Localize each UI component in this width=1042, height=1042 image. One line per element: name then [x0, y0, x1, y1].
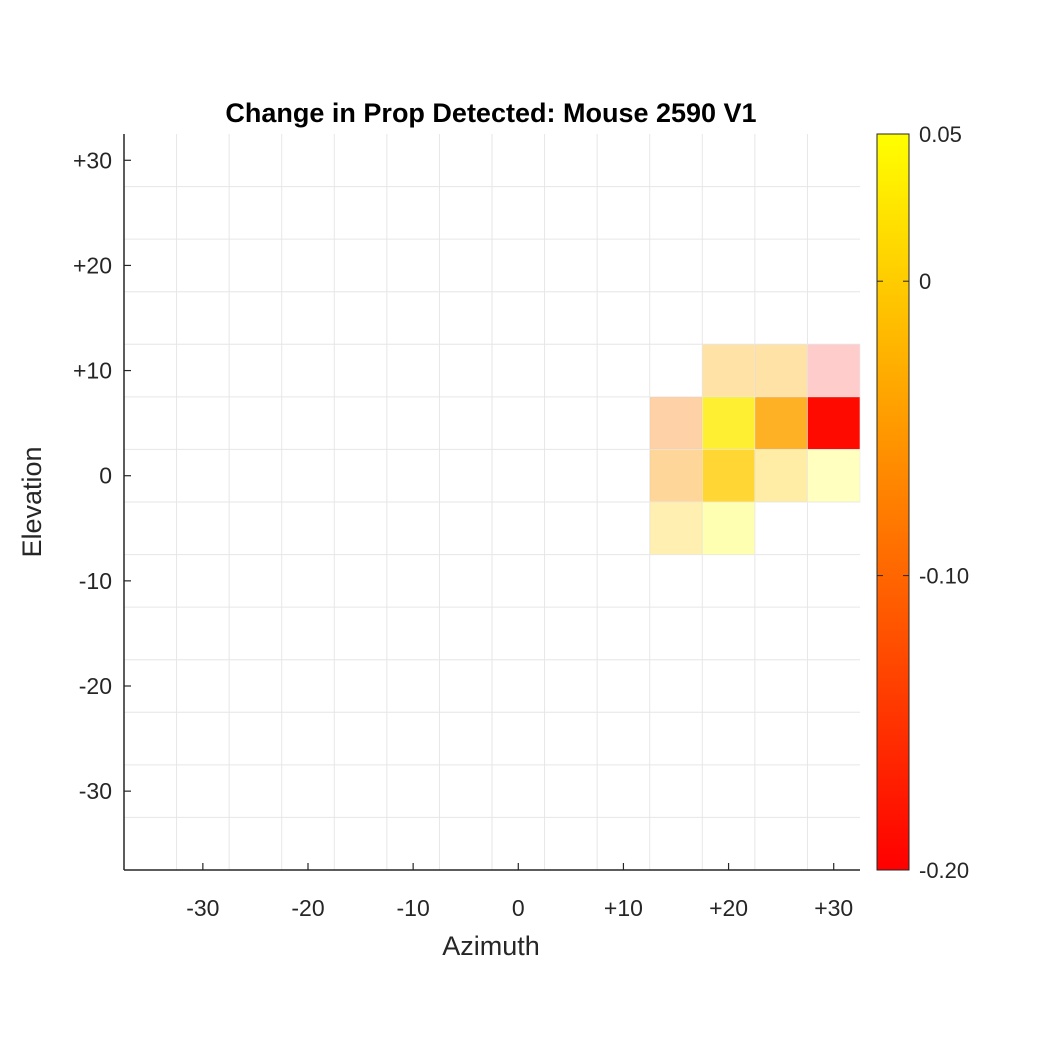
- heatmap-cell: [649, 396, 703, 450]
- tick-labels: -30 -20 -10 0 +10 +20 +30 +30 +20 +10 0 -10 -20 -30: [73, 147, 853, 921]
- colorbar-ticks: 0.05 0 -0.10 -0.20: [877, 122, 969, 883]
- chart-title: Change in Prop Detected: Mouse 2590 V1: [225, 98, 756, 128]
- y-axis-label: Elevation: [17, 446, 47, 557]
- heatmap-cell: [807, 396, 861, 450]
- colorbar-tick-label: -0.10: [919, 564, 969, 589]
- x-tick-label: +10: [604, 895, 643, 921]
- y-tick-label: -10: [79, 568, 112, 594]
- x-tick-label: 0: [512, 895, 525, 921]
- x-axis-label: Azimuth: [442, 931, 540, 961]
- heatmap-cell: [701, 449, 756, 503]
- y-tick-label: +30: [73, 147, 112, 173]
- x-tick-label: +30: [814, 895, 853, 921]
- heatmap-cell: [649, 449, 703, 503]
- x-tick-label: -30: [186, 895, 219, 921]
- heatmap-cells: [649, 343, 861, 555]
- y-tick-label: +20: [73, 252, 112, 278]
- x-tick-label: +20: [709, 895, 748, 921]
- colorbar-tick-label: 0.05: [919, 122, 962, 147]
- colorbar: 0.05 0 -0.10 -0.20: [876, 122, 969, 883]
- colorbar-gradient: [876, 133, 910, 871]
- heatmap-cell: [807, 449, 861, 503]
- colorbar-tick-label: -0.20: [919, 858, 969, 883]
- y-tick-label: 0: [99, 463, 112, 489]
- heatmap-cell: [649, 501, 703, 555]
- heatmap-cell: [754, 343, 808, 398]
- axes: [123, 134, 860, 871]
- x-tick-label: -20: [291, 895, 324, 921]
- y-tick-label: -20: [79, 673, 112, 699]
- x-tick-label: -10: [397, 895, 430, 921]
- heatmap-cell: [701, 343, 756, 398]
- heatmap-cell: [807, 343, 861, 398]
- heatmap-cell: [754, 449, 808, 503]
- heatmap-cell: [701, 501, 756, 555]
- heatmap-cell: [701, 396, 756, 450]
- colorbar-tick-label: 0: [919, 269, 931, 294]
- y-tick-label: -30: [79, 778, 112, 804]
- y-tick-label: +10: [73, 358, 112, 384]
- heatmap-cell: [754, 396, 808, 450]
